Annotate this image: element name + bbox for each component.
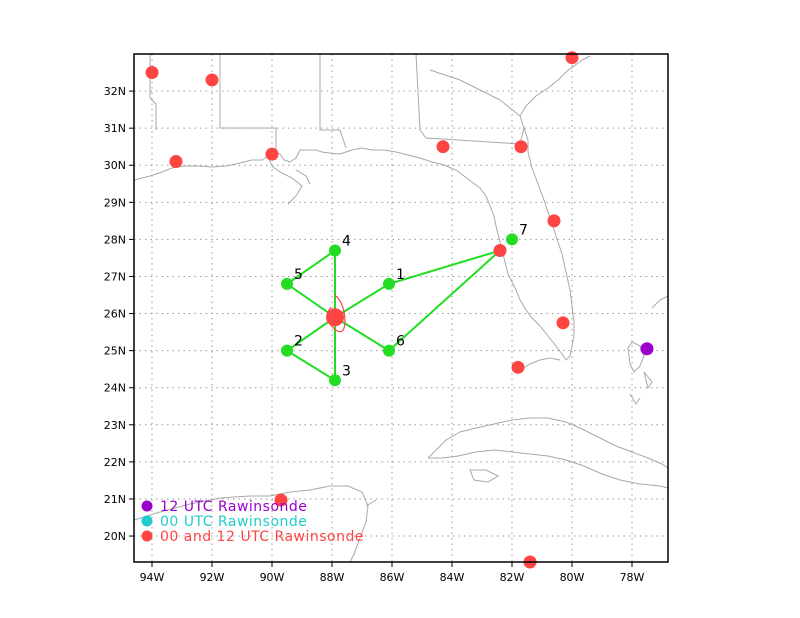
yucatan-coastline	[134, 485, 377, 562]
bahamas-coastline	[627, 295, 668, 405]
gulf-coastline	[134, 140, 575, 361]
legend-label: 00 UTC Rawinsonde	[160, 514, 307, 530]
x-tick-label: 92W	[200, 571, 225, 584]
y-tick-label: 27N	[104, 270, 126, 283]
rawinsonde-00-12-marker	[511, 360, 525, 374]
rawinsonde-00-12-marker	[205, 73, 219, 87]
rawinsonde-00-12-marker	[514, 140, 528, 154]
storm-center-marker	[326, 308, 344, 327]
x-tick-label: 80W	[560, 571, 585, 584]
plot-frame	[133, 53, 669, 563]
x-tick-label: 82W	[500, 571, 525, 584]
rawinsonde-00-12-marker	[265, 147, 279, 161]
y-tick-label: 25N	[104, 345, 126, 358]
rawinsonde-00-12-marker	[493, 244, 507, 258]
y-tick-label: 31N	[104, 122, 126, 135]
dropsonde-marker	[383, 277, 395, 290]
y-tick-label: 22N	[104, 456, 126, 469]
rawinsonde-00-12-marker	[547, 214, 561, 228]
dropsonde-label: 7	[519, 222, 528, 238]
dropsonde-label: 6	[396, 334, 405, 350]
y-tick-label: 21N	[104, 493, 126, 506]
dropsonde-label: 1	[396, 267, 405, 283]
x-tick-label: 88W	[320, 571, 345, 584]
y-tick-label: 29N	[104, 196, 126, 209]
dropsonde-label: 2	[294, 334, 303, 350]
legend-swatch	[141, 500, 153, 512]
dropsonde-points: 1 2 3 4 5 6 7	[281, 222, 528, 387]
x-tick-label: 84W	[440, 571, 465, 584]
grid-lines	[134, 54, 668, 562]
flight-track-line	[285, 248, 501, 383]
dropsonde-label: 5	[294, 267, 303, 283]
x-axis: 94W 92W 90W 88W 86W 84W 82W 80W 78W	[140, 562, 645, 584]
rawinsonde-00-12-marker	[556, 316, 570, 330]
state-borders	[149, 54, 525, 160]
dropsonde-marker	[383, 344, 395, 357]
rawinsonde-12-marker	[640, 342, 654, 356]
y-tick-label: 24N	[104, 382, 126, 395]
rawinsonde-00-12-marker	[145, 66, 159, 80]
dropsonde-marker	[281, 277, 293, 290]
dropsonde-marker	[281, 344, 293, 357]
dropsonde-marker	[329, 244, 341, 257]
dropsonde-label: 4	[342, 234, 351, 250]
rawinsonde-00-12-marker	[169, 155, 183, 169]
y-tick-label: 30N	[104, 159, 126, 172]
dropsonde-marker	[329, 374, 341, 387]
dropsonde-marker	[506, 233, 518, 246]
dropsonde-label: 3	[342, 363, 351, 379]
x-tick-label: 86W	[380, 571, 405, 584]
rawinsonde-points	[145, 51, 654, 569]
y-tick-label: 28N	[104, 233, 126, 246]
legend-label: 00 and 12 UTC Rawinsonde	[160, 529, 364, 545]
delta-coastline	[267, 155, 311, 205]
rawinsonde-00-12-marker	[274, 493, 288, 507]
y-tick-label: 23N	[104, 419, 126, 432]
y-tick-label: 20N	[104, 530, 126, 543]
y-tick-label: 26N	[104, 308, 126, 321]
x-tick-label: 90W	[260, 571, 285, 584]
rawinsonde-00-12-marker	[436, 140, 450, 154]
x-tick-label: 94W	[140, 571, 165, 584]
coastlines	[134, 54, 668, 562]
y-tick-label: 32N	[104, 85, 126, 98]
legend-label: 12 UTC Rawinsonde	[160, 499, 307, 515]
x-tick-label: 78W	[620, 571, 645, 584]
rawinsonde-00-12-marker	[565, 51, 579, 65]
florida-keys	[519, 357, 561, 371]
atlantic-coastline	[519, 55, 591, 141]
legend-swatch	[141, 530, 153, 542]
cuba-coastline	[427, 417, 668, 489]
legend-swatch	[141, 515, 153, 527]
storm-center-group	[326, 294, 346, 333]
y-axis: 20N 21N 22N 23N 24N 25N 26N 27N 28N 29N 30N 31N 32N	[104, 85, 134, 543]
